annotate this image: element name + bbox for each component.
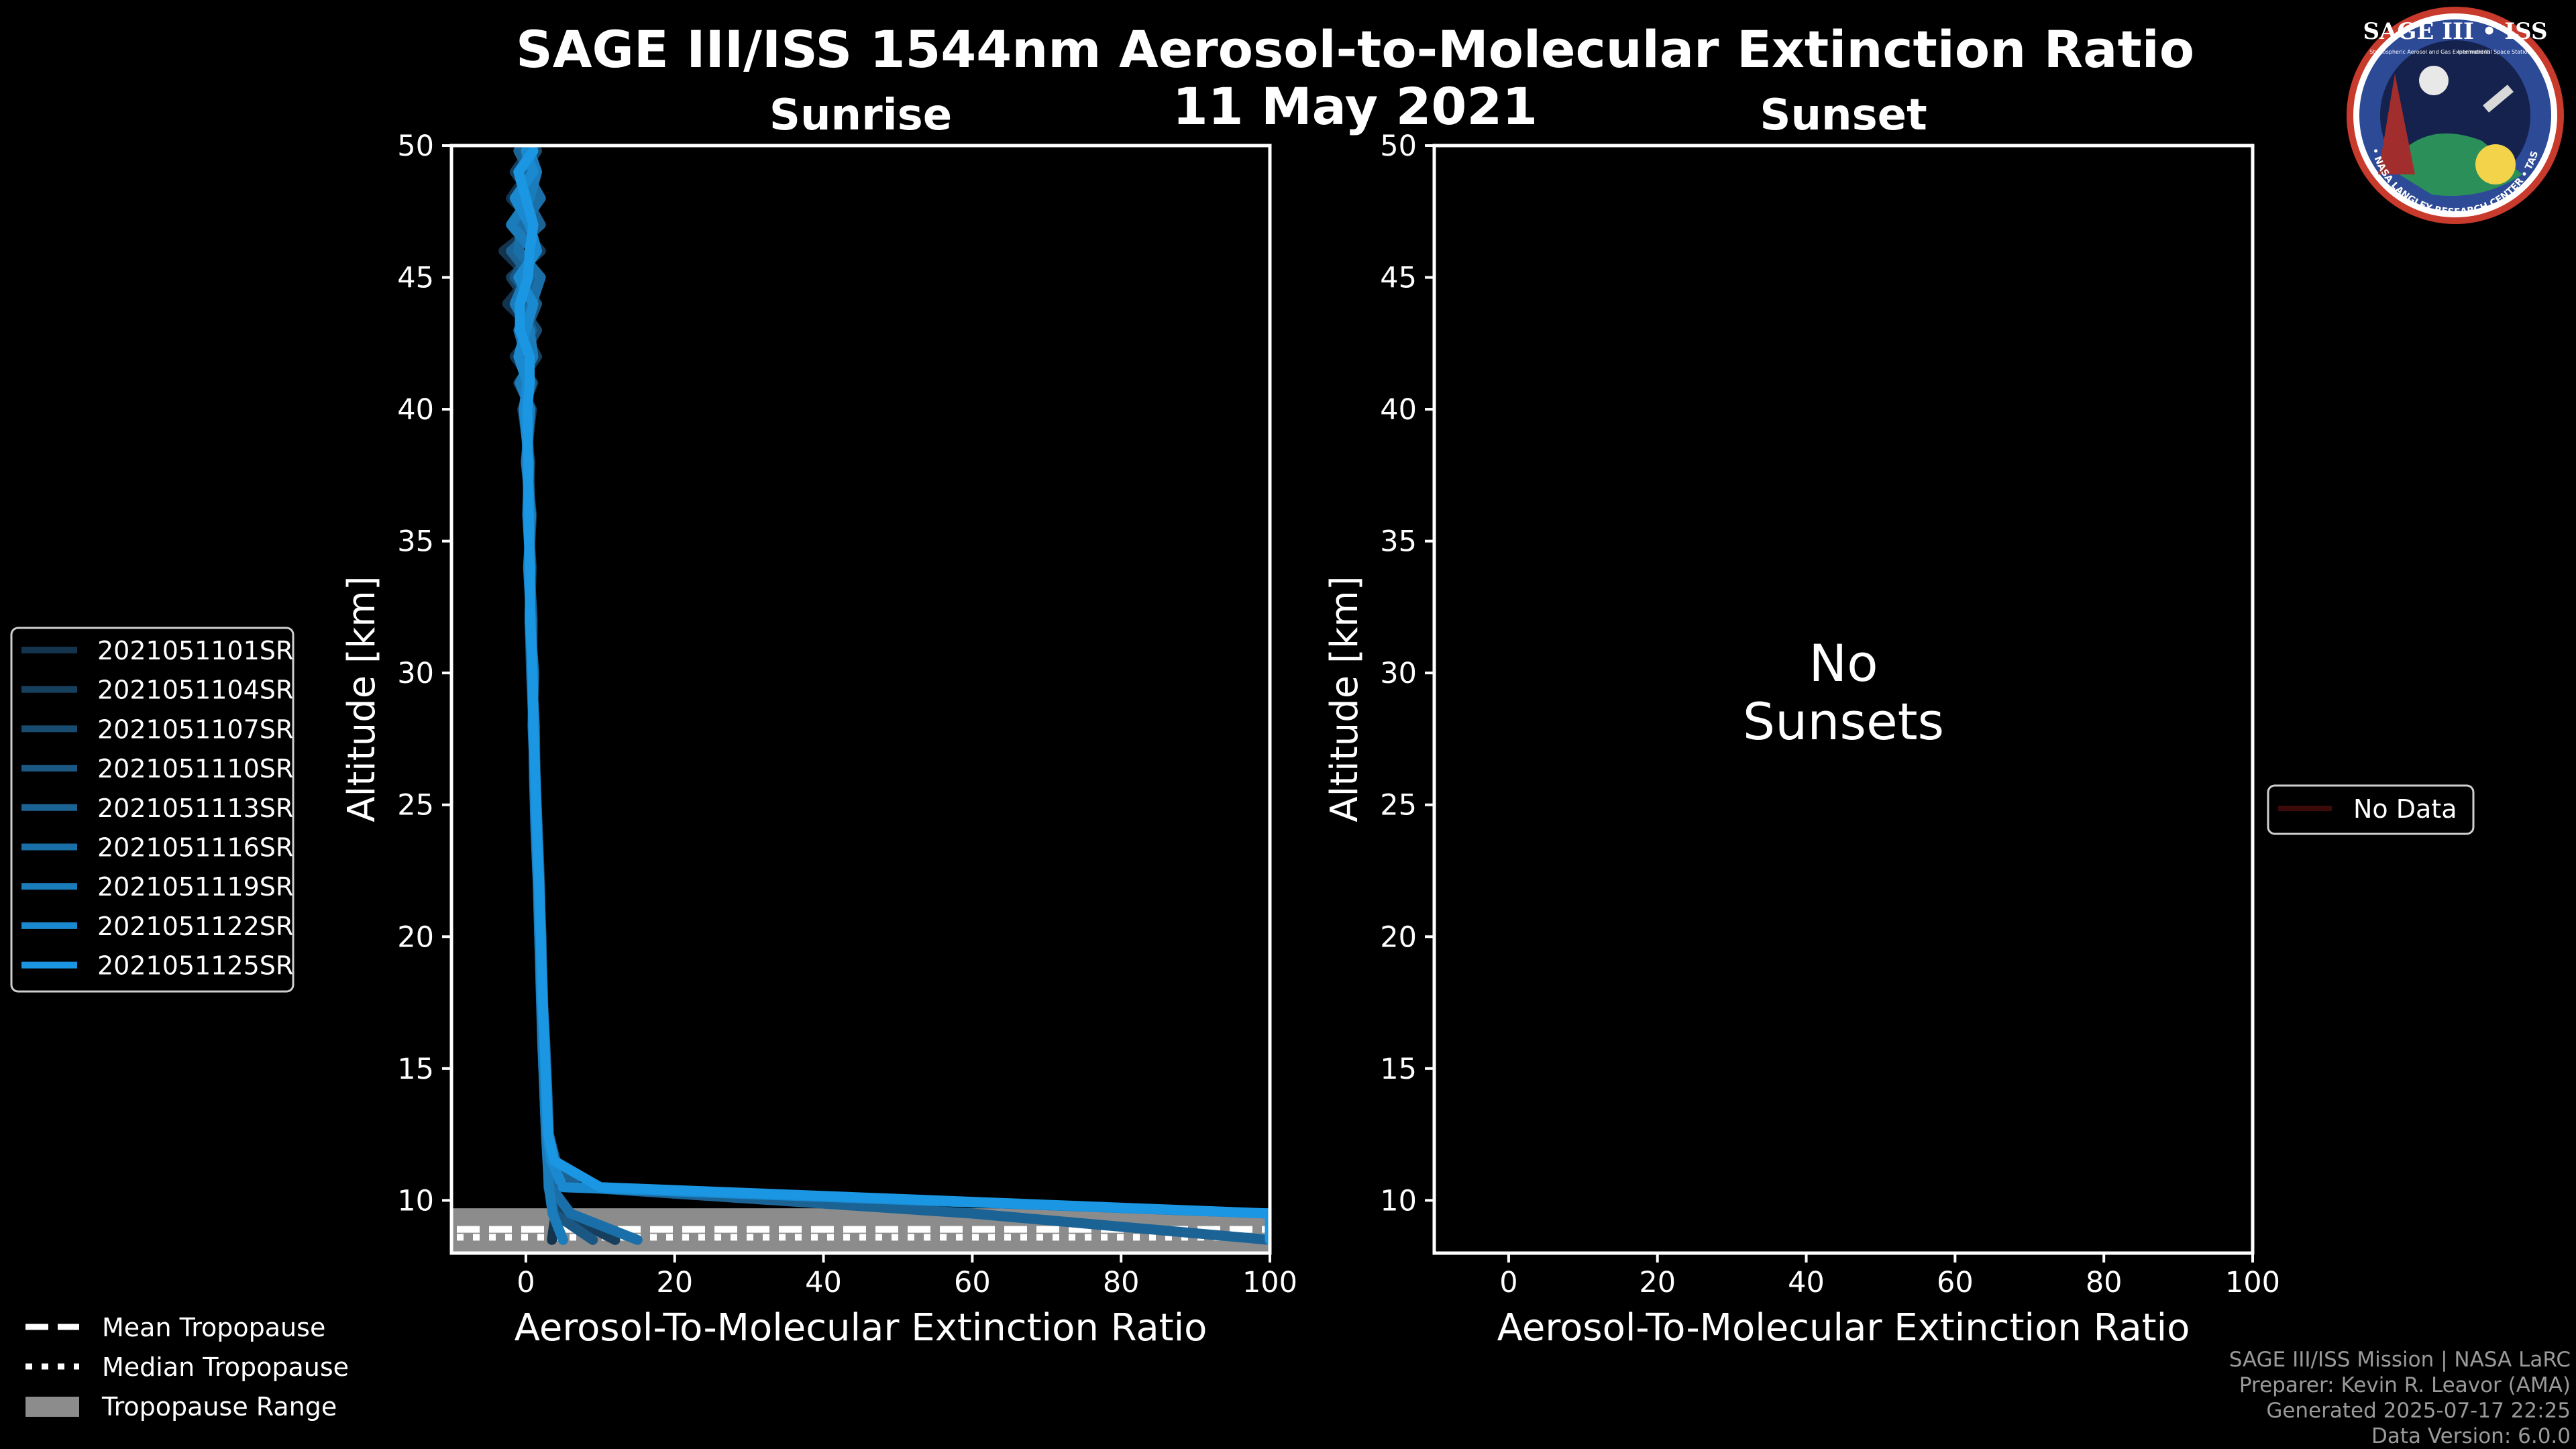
legend-label-2021051104SR: 2021051104SR [97, 676, 293, 705]
sunrise-y-tick-label: 45 [397, 262, 434, 295]
sunset-axis-ticks: 0 20 40 60 80 100 10 15 20 25 30 35 40 45 50 [1380, 129, 2280, 1299]
sunset-y-tick-label: 35 [1380, 525, 1417, 559]
sunrise-legend: 2021051101SR 2021051104SR 2021051107SR 2021… [10, 627, 294, 993]
sunset-y-tick-label: 30 [1380, 657, 1417, 690]
legend-label-2021051122SR: 2021051122SR [97, 912, 293, 941]
tropopause-range-label: Tropopause Range [101, 1392, 337, 1421]
sunrise-axes-frame [449, 144, 1272, 1255]
sunset-x-tick-label: 100 [2225, 1266, 2280, 1299]
legend-label-2021051119SR: 2021051119SR [97, 872, 293, 902]
sunrise-x-tick-label: 80 [1103, 1266, 1140, 1299]
credit-data-version: Data Version: 6.0.0 [2371, 1424, 2571, 1448]
sunrise-y-tick-label: 15 [397, 1053, 434, 1086]
sunrise-y-axis-label: Altitude [km] [340, 576, 384, 822]
credit-generated: Generated 2025-07-17 22:25 [2266, 1399, 2571, 1423]
sunrise-x-tick-label: 0 [517, 1266, 535, 1299]
tropopause-range-swatch [25, 1397, 79, 1417]
sunrise-y-tick-label: 35 [397, 525, 434, 559]
legend-label-2021051107SR: 2021051107SR [97, 714, 293, 744]
sunrise-x-tick-label: 60 [954, 1266, 991, 1299]
sunset-legend-box [2267, 784, 2475, 835]
sunset-x-tick-label: 0 [1499, 1266, 1517, 1299]
profile-line-2021051122SR [509, 146, 1270, 1245]
sunset-x-tick-label: 60 [1937, 1266, 1974, 1299]
sunrise-profiles [498, 146, 1270, 1245]
legend-label-2021051125SR: 2021051125SR [97, 951, 293, 981]
sunset-y-tick-label: 20 [1380, 920, 1417, 954]
sunset-x-tick-label: 80 [2086, 1266, 2123, 1299]
sunrise-x-tick-label: 100 [1242, 1266, 1297, 1299]
sunset-y-axis-label: Altitude [km] [1323, 576, 1366, 822]
logo-subtext-right: International Space Station [2458, 49, 2531, 55]
no-data-legend-label: No Data [2353, 794, 2457, 824]
sunset-panel-title: Sunset [1760, 91, 1927, 140]
sunset-x-tick-label: 20 [1639, 1266, 1676, 1299]
sunset-x-axis-label: Aerosol-To-Molecular Extinction Ratio [1497, 1306, 2190, 1350]
logo-text: SAGE III • ISS [2363, 18, 2547, 45]
profile-line-2021051113SR [506, 146, 1270, 1245]
mean-tropopause-label: Mean Tropopause [102, 1313, 325, 1342]
no-sunsets-text-line1: No [1809, 633, 1878, 693]
sunrise-y-tick-label: 20 [397, 920, 434, 954]
profile-line-2021051125SR [513, 146, 1270, 1245]
sunset-y-tick-label: 10 [1380, 1184, 1417, 1218]
legend-label-2021051110SR: 2021051110SR [97, 754, 293, 784]
sunrise-y-tick-label: 30 [397, 657, 434, 690]
figure-title: SAGE III/ISS 1544nm Aerosol-to-Molecular… [516, 19, 2194, 79]
sunset-y-tick-label: 40 [1380, 393, 1417, 427]
sunrise-y-tick-label: 10 [397, 1184, 434, 1218]
sunset-y-tick-label: 50 [1380, 129, 1417, 163]
logo-subtext-left: Stratospheric Aerosol and Gas Experiment… [2369, 49, 2489, 55]
median-tropopause-label: Median Tropopause [102, 1352, 349, 1382]
sunrise-y-tick-label: 50 [397, 129, 434, 163]
figure-date: 11 May 2021 [1173, 76, 1538, 136]
sunrise-x-tick-label: 40 [805, 1266, 842, 1299]
credits: SAGE III/ISS Mission | NASA LaRC Prepare… [2229, 1348, 2571, 1448]
sunrise-axis-ticks: 0 20 40 60 80 100 10 15 20 25 30 35 40 45 50 [397, 129, 1297, 1299]
credit-preparer: Preparer: Kevin R. Leavor (AMA) [2239, 1373, 2571, 1397]
sunrise-y-tick-label: 25 [397, 789, 434, 822]
sunset-axes-frame [1432, 144, 2255, 1255]
sunrise-x-axis-label: Aerosol-To-Molecular Extinction Ratio [515, 1306, 1208, 1350]
sunset-legend: No Data [2267, 784, 2475, 835]
credit-mission: SAGE III/ISS Mission | NASA LaRC [2229, 1348, 2571, 1372]
legend-label-2021051101SR: 2021051101SR [97, 636, 293, 665]
legend-label-2021051116SR: 2021051116SR [97, 833, 293, 863]
sunset-y-tick-label: 15 [1380, 1053, 1417, 1086]
sunset-y-tick-label: 45 [1380, 262, 1417, 295]
legend-label-2021051113SR: 2021051113SR [97, 794, 293, 823]
no-sunsets-text-line2: Sunsets [1743, 692, 1944, 751]
profile-line-2021051107SR [509, 146, 1270, 1245]
sunrise-y-tick-label: 40 [397, 393, 434, 427]
sunset-y-tick-label: 25 [1380, 789, 1417, 822]
sunrise-x-tick-label: 20 [656, 1266, 693, 1299]
sunrise-legend-box [10, 627, 294, 993]
sunset-x-tick-label: 40 [1788, 1266, 1825, 1299]
tropopause-legend: Mean Tropopause Median Tropopause Tropop… [25, 1313, 349, 1421]
sunrise-panel-title: Sunrise [769, 91, 952, 140]
